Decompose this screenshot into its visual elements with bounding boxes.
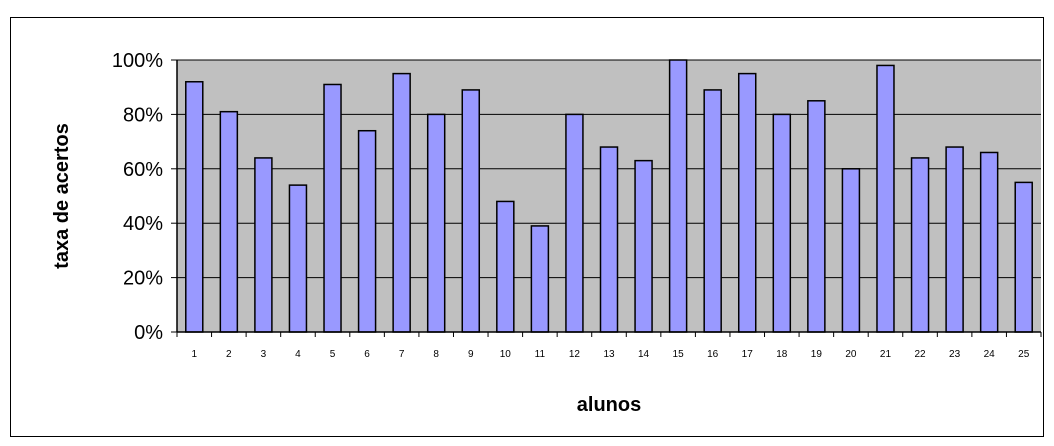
bar xyxy=(219,110,239,333)
bar xyxy=(737,72,757,333)
x-tick-label: 11 xyxy=(535,349,546,360)
bar xyxy=(323,83,342,333)
bar xyxy=(772,113,792,333)
x-tick-label: 7 xyxy=(399,349,405,360)
x-tick-label: 19 xyxy=(811,349,823,360)
x-tick-label: 10 xyxy=(500,349,512,360)
x-tick-label: 12 xyxy=(569,349,581,360)
x-tick-label: 22 xyxy=(914,349,926,360)
x-tick-label: 20 xyxy=(845,349,857,360)
x-tick-label: 6 xyxy=(364,349,370,360)
x-tick-label: 17 xyxy=(742,349,754,360)
bar xyxy=(254,157,273,333)
x-tick-label: 16 xyxy=(707,349,719,360)
x-tick-label: 5 xyxy=(330,349,336,360)
x-tick-label: 25 xyxy=(1018,349,1030,360)
bar xyxy=(807,100,826,333)
x-tick-label: 3 xyxy=(261,349,267,360)
bar xyxy=(357,129,377,333)
x-axis-title: alunos xyxy=(577,394,641,416)
y-tick-label: 40% xyxy=(123,213,163,235)
bar xyxy=(841,168,861,333)
x-tick-label: 4 xyxy=(295,349,301,360)
bar xyxy=(185,81,204,333)
y-axis-ticks: 0% 20% 40% 60% 80% 100% xyxy=(112,50,177,344)
x-tick-label: 13 xyxy=(603,349,615,360)
y-tick-label: 60% xyxy=(123,159,163,181)
bar xyxy=(876,64,895,333)
x-tick-label: 21 xyxy=(880,349,892,360)
bar xyxy=(599,146,619,333)
bar xyxy=(979,151,999,333)
y-tick-label: 80% xyxy=(123,104,163,126)
x-tick-label: 14 xyxy=(638,349,650,360)
x-axis-ticks: 1 2 3 4 5 6 7 8 9 10 11 12 13 14 15 16 17 18 19 20 21 22 23 24 2… xyxy=(176,332,1042,360)
x-tick-label: 2 xyxy=(226,349,232,360)
bar xyxy=(461,89,481,333)
bar xyxy=(634,159,653,333)
x-tick-label: 1 xyxy=(191,349,197,360)
x-tick-label: 15 xyxy=(673,349,685,360)
bar xyxy=(668,59,688,333)
x-tick-label: 8 xyxy=(433,349,439,360)
bars xyxy=(185,59,1033,333)
x-tick-label: 9 xyxy=(468,349,474,360)
y-tick-label: 100% xyxy=(112,50,163,72)
x-tick-label: 24 xyxy=(984,349,996,360)
bar xyxy=(703,89,722,333)
bar xyxy=(1014,181,1033,333)
x-tick-label: 23 xyxy=(949,349,961,360)
y-tick-label: 0% xyxy=(134,322,163,344)
bar xyxy=(392,72,411,333)
bar xyxy=(530,225,550,333)
bar xyxy=(565,113,584,333)
bar xyxy=(945,146,964,333)
bar xyxy=(426,113,446,333)
bar xyxy=(496,200,515,333)
bar xyxy=(288,184,308,333)
bar xyxy=(910,157,930,333)
y-axis-title: taxa de acertos xyxy=(51,123,73,269)
y-tick-label: 20% xyxy=(123,268,163,290)
x-tick-label: 18 xyxy=(776,349,788,360)
